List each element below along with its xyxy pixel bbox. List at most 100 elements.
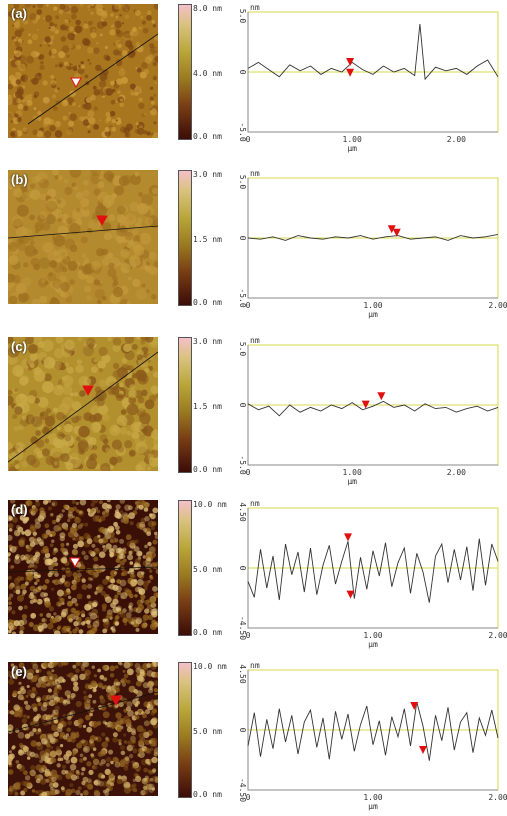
x-tick-label: 1.00 — [343, 468, 362, 477]
height-profile-plot: 4.50 0 -4.50 nm 0 1.00 2.00 µm — [236, 661, 507, 812]
colorbar-tick-label: 0.0 nm — [193, 465, 222, 474]
afm-panel: (b) 3.0 nm 1.5 nm 0.0 nm 5.0 0 -5.0 nm 0 1.00 2.00… — [0, 169, 507, 320]
afm-topography-image: (c) — [8, 337, 158, 471]
y-tick-label: 0 — [238, 236, 247, 241]
x-tick-label: 0 — [246, 135, 251, 144]
afm-panel: (e) 10.0 nm 5.0 nm 0.0 nm 4.50 0 -4.50 nm 0 1.00 2… — [0, 661, 507, 812]
colorbar-tick-label: 0.0 nm — [193, 790, 222, 799]
y-tick-label: 5.0 — [238, 9, 247, 24]
profile-line — [247, 233, 499, 241]
profile-marker-icon — [387, 225, 396, 234]
x-tick-label: 1.00 — [343, 135, 362, 144]
colorbar-tick-label: 4.0 nm — [193, 69, 222, 78]
axes — [247, 12, 498, 133]
x-axis-unit: µm — [368, 802, 378, 811]
profile-marker-icon — [346, 68, 355, 77]
colorbar-tick-label: 0.0 nm — [193, 628, 222, 637]
afm-topography-image: (b) — [8, 170, 158, 304]
y-tick-label: 4.50 — [238, 502, 247, 521]
axes — [247, 670, 498, 791]
x-tick-label: 2.00 — [447, 468, 466, 477]
colorbar-tick-label: 5.0 nm — [193, 727, 222, 736]
colorbar-tick-label: 0.0 nm — [193, 298, 222, 307]
afm-topography-image: (a) — [8, 4, 158, 138]
y-tick-label: -5.0 — [238, 288, 247, 307]
y-tick-label: -4.50 — [238, 616, 247, 640]
y-tick-label: 0 — [238, 70, 247, 75]
colorbar — [178, 662, 192, 798]
profile-marker-icon — [410, 702, 419, 710]
y-axis-unit: nm — [250, 661, 260, 670]
height-profile-plot: 5.0 0 -5.0 nm 0 1.00 2.00 µm — [236, 336, 507, 487]
height-profile-plot: 5.0 0 -5.0 nm 0 1.00 2.00 µm — [236, 169, 507, 320]
x-tick-label: 2.00 — [488, 793, 507, 802]
y-axis-unit: nm — [250, 336, 260, 345]
colorbar-tick-label: 8.0 nm — [193, 4, 222, 13]
y-tick-label: 0 — [238, 403, 247, 408]
scan-line — [27, 33, 158, 125]
scan-line — [8, 225, 158, 239]
y-tick-label: 5.0 — [238, 342, 247, 357]
x-tick-label: 0 — [246, 468, 251, 477]
colorbar — [178, 500, 192, 636]
profile-marker-icon — [419, 746, 427, 754]
colorbar — [178, 4, 192, 140]
scan-marker-icon — [96, 215, 108, 227]
colorbar-tick-label: 0.0 nm — [193, 132, 222, 141]
panel-label: (a) — [11, 6, 27, 21]
colorbar-tick-label: 3.0 nm — [193, 170, 222, 179]
profile-line — [247, 538, 499, 603]
x-tick-label: 2.00 — [488, 631, 507, 640]
panel-label: (b) — [11, 172, 28, 187]
scan-marker-icon — [82, 385, 94, 397]
afm-topography-image: (e) — [8, 662, 158, 796]
y-tick-label: 0 — [238, 728, 247, 733]
profile-marker-icon — [346, 58, 355, 66]
afm-panel: (a) 8.0 nm 4.0 nm 0.0 nm 5.0 0 -5.0 nm 0 1.00 2.00… — [0, 3, 507, 154]
colorbar-tick-label: 10.0 nm — [193, 662, 227, 671]
profile-marker-icon — [346, 590, 355, 599]
height-profile-plot: 5.0 0 -5.0 nm 0 1.00 2.00 µm — [236, 3, 507, 154]
profile-line — [247, 701, 499, 761]
x-tick-label: 1.00 — [363, 793, 382, 802]
afm-panel: (d) 10.0 nm 5.0 nm 0.0 nm 4.50 0 -4.50 nm 0 1.00 2… — [0, 499, 507, 650]
colorbar-tick-label: 5.0 nm — [193, 565, 222, 574]
afm-topography-image: (d) — [8, 500, 158, 634]
colorbar-tick-label: 1.5 nm — [193, 235, 222, 244]
axes — [247, 345, 498, 466]
x-axis-unit: µm — [347, 477, 357, 486]
x-tick-label: 0 — [246, 301, 251, 310]
y-axis-unit: nm — [250, 169, 260, 178]
scan-line — [8, 351, 158, 463]
scan-marker-icon — [70, 77, 82, 89]
y-axis-unit: nm — [250, 3, 260, 12]
panel-label: (d) — [11, 502, 28, 517]
y-tick-label: 4.50 — [238, 664, 247, 683]
y-tick-label: -5.0 — [238, 122, 247, 141]
scan-marker-icon — [69, 557, 81, 569]
colorbar — [178, 337, 192, 473]
panel-label: (e) — [11, 664, 27, 679]
x-tick-label: 2.00 — [447, 135, 466, 144]
y-tick-label: -4.50 — [238, 778, 247, 802]
colorbar-tick-label: 1.5 nm — [193, 402, 222, 411]
x-axis-unit: µm — [347, 144, 357, 153]
profile-line — [247, 23, 499, 81]
scan-marker-icon — [110, 695, 122, 707]
profile-line — [247, 400, 499, 417]
colorbar-tick-label: 3.0 nm — [193, 337, 222, 346]
profile-marker-icon — [392, 228, 401, 237]
x-tick-label: 1.00 — [363, 631, 382, 640]
profile-marker-icon — [361, 400, 370, 409]
profile-marker-icon — [377, 392, 386, 401]
afm-panel: (c) 3.0 nm 1.5 nm 0.0 nm 5.0 0 -5.0 nm 0 1.00 2.00… — [0, 336, 507, 487]
colorbar — [178, 170, 192, 306]
x-tick-label: 1.00 — [363, 301, 382, 310]
scan-line — [8, 566, 158, 573]
x-tick-label: 0 — [246, 631, 251, 640]
profile-marker-icon — [344, 533, 352, 542]
height-profile-plot: 4.50 0 -4.50 nm 0 1.00 2.00 µm — [236, 499, 507, 650]
colorbar-tick-label: 10.0 nm — [193, 500, 227, 509]
x-tick-label: 2.00 — [488, 301, 507, 310]
y-tick-label: 5.0 — [238, 175, 247, 190]
